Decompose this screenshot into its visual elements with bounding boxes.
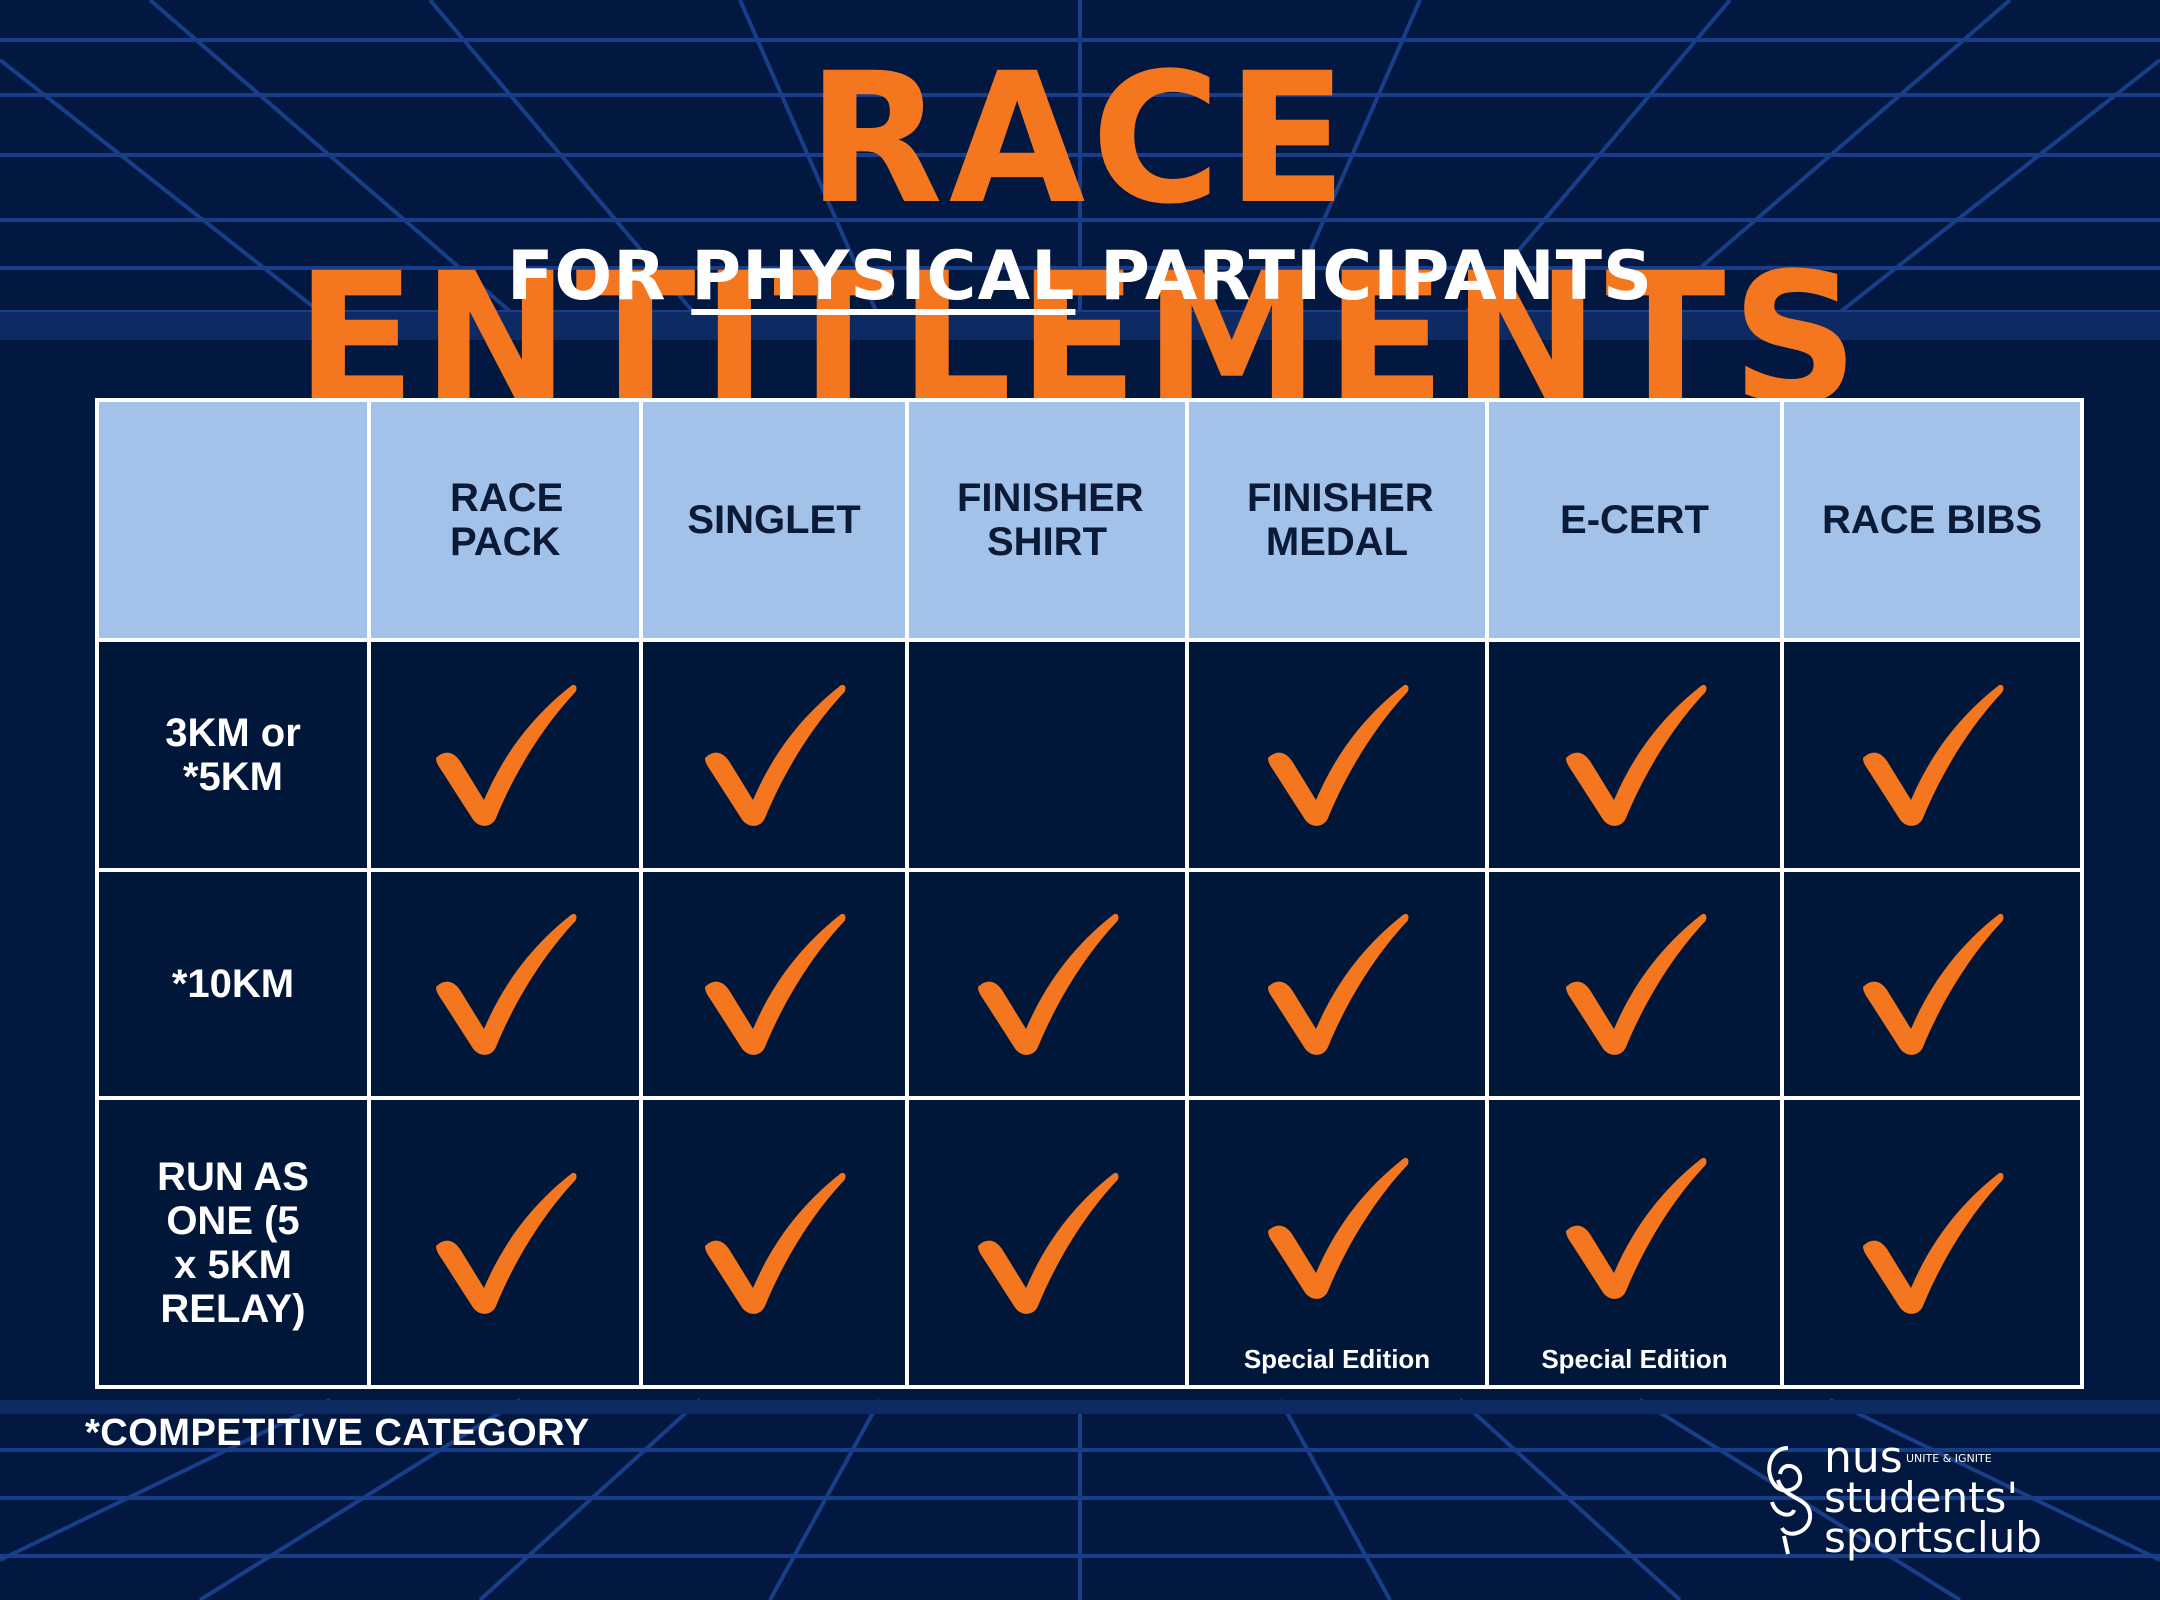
logo-tagline: UNITE & IGNITE: [1906, 1452, 1992, 1465]
subtitle-suffix: PARTICIPANTS: [1100, 237, 1654, 316]
entitlement-cell: [367, 638, 643, 872]
check-mark-icon: [436, 1172, 577, 1314]
check-mark-icon: [1565, 913, 1706, 1055]
logo-students: students': [1824, 1473, 2018, 1522]
entitlement-cell: [1780, 868, 2084, 1100]
header-corner: [95, 398, 371, 642]
check-mark-icon: [705, 684, 846, 826]
check-mark-icon: [1268, 913, 1409, 1055]
entitlement-cell: [1780, 638, 2084, 872]
check-mark-icon: [705, 913, 846, 1055]
check-mark-icon: [1268, 1157, 1409, 1299]
check-mark-icon: [1565, 1157, 1706, 1299]
entitlement-cell: [905, 1096, 1189, 1389]
check-mark-icon: [978, 1172, 1119, 1314]
entitlement-cell: Special Edition: [1485, 1096, 1784, 1389]
check-mark-icon: [1863, 1172, 2004, 1314]
entitlement-cell: [367, 1096, 643, 1389]
entitlement-cell: [1185, 638, 1489, 872]
subtitle-emphasis: PHYSICAL: [691, 237, 1076, 316]
header-label: FINISHER MEDAL: [1247, 476, 1434, 564]
special-edition-note: Special Edition: [1243, 1344, 1431, 1374]
entitlement-cell: Special Edition: [1185, 1096, 1489, 1389]
header-finisher-shirt: FINISHER SHIRT: [905, 398, 1189, 642]
logo-nus: nus: [1824, 1432, 1903, 1483]
row-label: RUN AS ONE (5 x 5KM RELAY): [157, 1154, 309, 1331]
row-label-cell: 3KM or *5KM: [95, 638, 371, 872]
header-finisher-medal: FINISHER MEDAL: [1185, 398, 1489, 642]
check-mark-icon: [436, 684, 577, 826]
header-singlet: SINGLET: [639, 398, 909, 642]
row-label: *10KM: [171, 962, 295, 1006]
entitlement-cell: [1780, 1096, 2084, 1389]
row-label: 3KM or *5KM: [165, 711, 301, 799]
entitlements-table-container: RACE PACK SINGLET FINISHER SHIRT FINISHE…: [95, 398, 2084, 1389]
table-row: RUN AS ONE (5 x 5KM RELAY) Special Editi…: [95, 1096, 2084, 1389]
entitlement-cell: [1185, 868, 1489, 1100]
check-mark-icon: [436, 913, 577, 1055]
header-label: FINISHER SHIRT: [957, 476, 1144, 564]
nus-students-sportsclub-logo: nus UNITE & IGNITE students' sportsclub: [1758, 1436, 2058, 1570]
check-mark-icon: [1268, 684, 1409, 826]
entitlement-cell: [639, 1096, 909, 1389]
header-race-pack: RACE PACK: [367, 398, 643, 642]
check-mark-icon: [705, 1172, 846, 1314]
entitlement-cell: [1485, 638, 1784, 872]
header-row: RACE PACK SINGLET FINISHER SHIRT FINISHE…: [95, 398, 2084, 642]
special-edition-note: Special Edition: [1541, 1344, 1728, 1374]
logo-sportsclub: sportsclub: [1824, 1513, 2042, 1562]
entitlements-table: RACE PACK SINGLET FINISHER SHIRT FINISHE…: [95, 398, 2084, 1389]
entitlement-cell: [1485, 868, 1784, 1100]
row-label-cell: RUN AS ONE (5 x 5KM RELAY): [95, 1096, 371, 1389]
header-e-cert: E-CERT: [1485, 398, 1784, 642]
competitive-footnote: *COMPETITIVE CATEGORY: [85, 1412, 590, 1454]
row-label-cell: *10KM: [95, 868, 371, 1100]
check-mark-icon: [1863, 913, 2004, 1055]
entitlement-cell: [639, 638, 909, 872]
header-label: RACE PACK: [450, 476, 564, 564]
table-row: *10KM: [95, 868, 2084, 1100]
entitlement-cell: [905, 638, 1189, 872]
sportsclub-emblem-icon: [1767, 1446, 1813, 1555]
page-subtitle: FOR PHYSICAL PARTICIPANTS: [0, 232, 2160, 322]
entitlement-cell: [367, 868, 643, 1100]
header-race-bibs: RACE BIBS: [1780, 398, 2084, 642]
check-mark-icon: [1863, 684, 2004, 826]
table-row: 3KM or *5KM: [95, 638, 2084, 872]
subtitle-prefix: FOR: [506, 237, 667, 316]
check-mark-icon: [1565, 684, 1706, 826]
check-mark-icon: [978, 913, 1119, 1055]
entitlement-cell: [905, 868, 1189, 1100]
entitlement-cell: [639, 868, 909, 1100]
